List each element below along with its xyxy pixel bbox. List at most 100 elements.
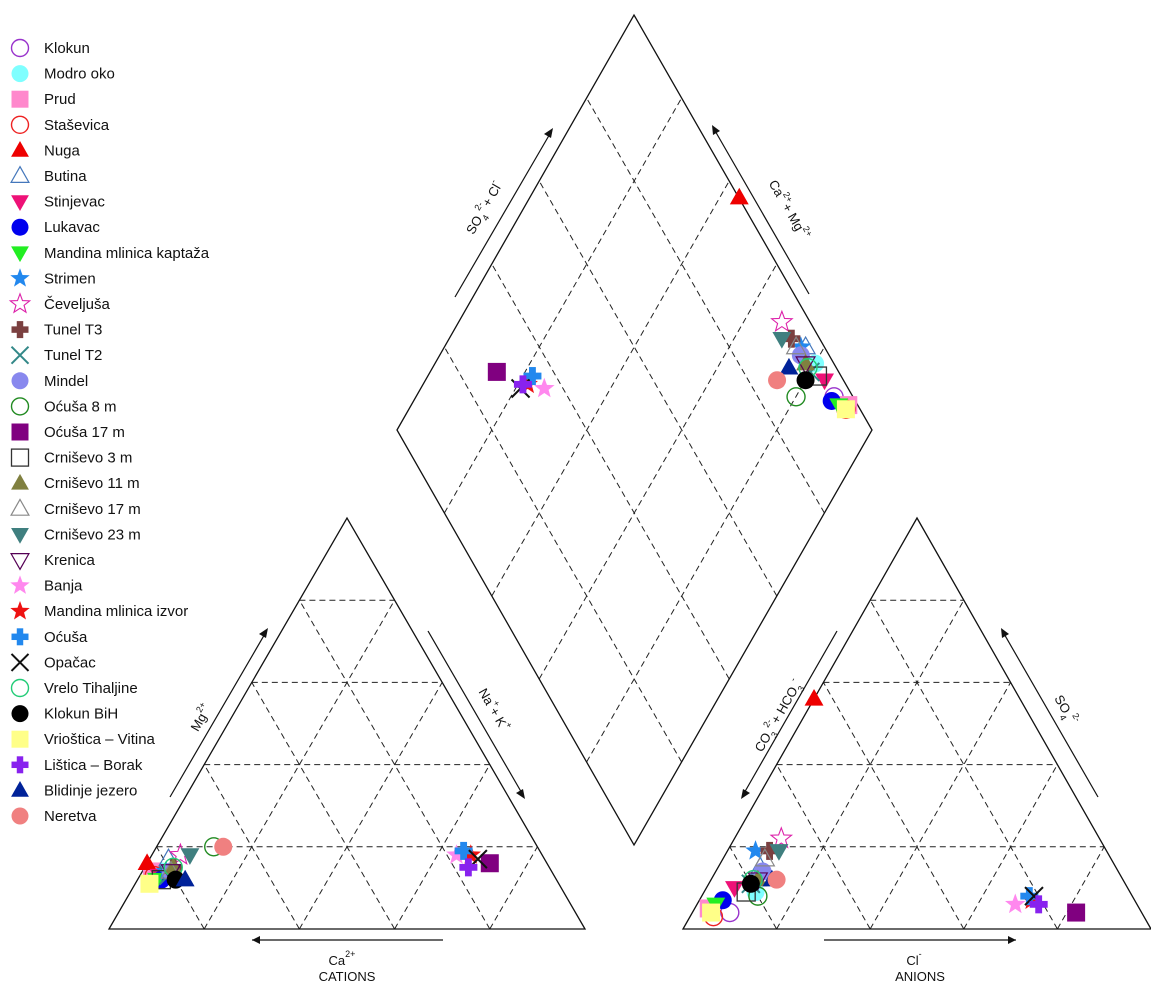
point-cation-listica-borak xyxy=(459,858,478,877)
legend-marker-klokun xyxy=(10,38,30,58)
co3-hco3-axis-label: CO32-+ HCO3- xyxy=(749,676,808,757)
point-anion-stinjevac xyxy=(725,881,744,898)
legend-label: Butina xyxy=(44,168,87,185)
legend-label: Opačac xyxy=(44,654,96,671)
legend-item: Vrelo Tihaljine xyxy=(10,678,138,698)
legend-marker-tunel-t2 xyxy=(10,345,30,365)
legend-label: Banja xyxy=(44,578,83,595)
na-k-arrowhead xyxy=(516,789,525,799)
legend-marker-banja xyxy=(10,575,30,594)
legend-item: Lukavac xyxy=(11,218,100,236)
legend-item: Mindel xyxy=(11,372,88,390)
legend-item: Prud xyxy=(11,90,76,108)
point-cation-nuga xyxy=(137,853,157,870)
legend-item: Vrioštica – Vitina xyxy=(11,730,156,748)
legend-label: Crniševo 3 m xyxy=(44,450,132,467)
cations-label: CATIONS xyxy=(319,969,376,984)
legend-marker-krenica xyxy=(10,553,30,571)
cation-grid-line xyxy=(298,682,443,930)
anions-label: ANIONS xyxy=(895,969,945,984)
point-cation-ocusa xyxy=(454,841,473,860)
legend-marker-vriostica-vitina xyxy=(11,730,29,748)
legend-label: Tunel T2 xyxy=(44,347,102,364)
legend-marker-prud xyxy=(11,90,29,108)
point-diamond-ceveljusa xyxy=(770,309,794,333)
mg-arrow xyxy=(169,631,267,798)
ca-mg-arrow xyxy=(713,128,810,295)
point-diamond-listica-borak xyxy=(513,375,532,394)
point-cation-neretva xyxy=(214,837,233,856)
point-diamond-banja xyxy=(534,377,555,398)
anion-grid-line xyxy=(776,764,871,930)
legend-label: Tunel T3 xyxy=(44,322,102,339)
point-diamond-vriostica-vitina xyxy=(836,400,855,419)
legend-marker-crnisevo-17-m xyxy=(10,498,30,516)
point-anion-tunel-t3 xyxy=(760,841,779,860)
ca-arrowhead xyxy=(252,936,260,944)
na-k-axis-label: Na++ K+ xyxy=(476,684,515,734)
cation-grid-line xyxy=(156,846,205,930)
legend-item: Crniševo 11 m xyxy=(11,473,140,492)
legend-marker-lukavac xyxy=(11,218,29,236)
anion-triangle xyxy=(681,516,1151,930)
diamond-grid-line xyxy=(586,97,825,514)
diamond-grid-line xyxy=(538,180,778,597)
point-diamond-blidinje-jezero xyxy=(779,357,799,375)
diagram-frames xyxy=(107,13,1151,930)
legend-label: Staševica xyxy=(44,117,110,134)
legend-label: Crniševo 11 m xyxy=(44,475,140,492)
legend-marker-tunel-t3 xyxy=(11,321,29,339)
legend-item: Tunel T2 xyxy=(10,345,102,365)
point-anion-neretva xyxy=(767,870,786,889)
anion-grid-line xyxy=(869,599,1058,930)
legend-item: Butina xyxy=(10,165,87,185)
legend-item: Opačac xyxy=(10,653,96,672)
legend-item: Staševica xyxy=(10,115,110,135)
axis-labels: CATIONS Ca2+ ANIONS Cl- Mg2+ Na++ K+ CO3… xyxy=(188,177,1083,984)
cl-arrowhead xyxy=(1008,936,1016,944)
legend-item: Nuga xyxy=(11,141,81,159)
legend-item: Oćuša 8 m xyxy=(10,397,117,416)
cation-grid-line xyxy=(203,764,300,930)
legend-marker-nuga xyxy=(11,141,29,157)
so4-cl-arrow xyxy=(454,131,552,298)
point-anion-ocusa xyxy=(1020,887,1039,906)
grid-lines xyxy=(156,97,1105,930)
so4-arrowhead xyxy=(1001,628,1009,638)
legend-label: Mandina mlinica izvor xyxy=(44,603,188,620)
point-diamond-ocusa-17-m xyxy=(487,362,506,381)
legend-item: Modro oko xyxy=(11,65,115,83)
axis-arrows xyxy=(169,125,1099,944)
legend-item: Klokun xyxy=(10,38,90,58)
legend-item: Klokun BiH xyxy=(11,705,118,723)
point-cation-blidinje-jezero xyxy=(175,869,195,887)
so4-axis-label: SO4 2- xyxy=(1048,691,1083,730)
legend-item: Mandina mlinica kaptaža xyxy=(11,245,210,263)
anion-grid-line xyxy=(729,846,778,930)
legend-item: Crniševo 17 m xyxy=(10,498,141,518)
legend-label: Lištica – Borak xyxy=(44,757,143,774)
legend-marker-crnisevo-23-m xyxy=(11,528,29,544)
cation-grid-line xyxy=(203,599,396,930)
legend-marker-listica-borak xyxy=(11,756,29,774)
mg-arrowhead xyxy=(259,628,268,638)
data-points xyxy=(137,187,1086,927)
central-diamond xyxy=(396,13,873,847)
legend-label: Oćuša 17 m xyxy=(44,424,125,441)
legend-label: Stinjevac xyxy=(44,194,105,211)
anion-grid-line xyxy=(822,682,965,930)
so4-arrow xyxy=(1002,631,1099,798)
diamond-grid-line xyxy=(443,97,683,514)
point-diamond-crnisevo-17-m xyxy=(785,335,807,355)
legend-label: Mandina mlinica kaptaža xyxy=(44,245,210,262)
legend: Klokun Modro oko Prud Staševica Nuga Butina St… xyxy=(8,38,210,825)
point-diamond-stinjevac xyxy=(815,373,835,391)
legend-marker-strimen xyxy=(10,268,30,287)
point-diamond-tunel-t3 xyxy=(782,329,801,348)
legend-marker-mindel xyxy=(11,372,29,390)
legend-label: Blidinje jezero xyxy=(44,782,137,799)
legend-marker-stasevica xyxy=(10,115,30,135)
point-anion-strimen xyxy=(745,840,766,860)
legend-item: Blidinje jezero xyxy=(11,781,137,799)
